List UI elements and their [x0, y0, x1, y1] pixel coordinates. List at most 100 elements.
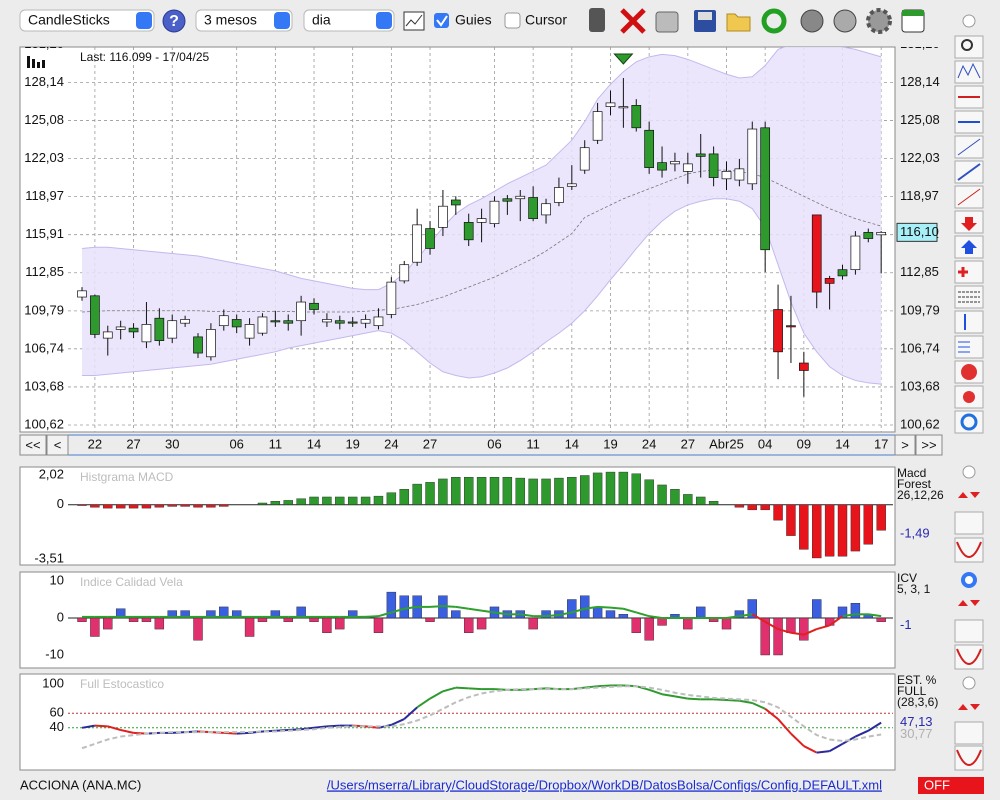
tool-button[interactable]: [954, 644, 984, 670]
y-tick-label: 131,20: [24, 36, 64, 51]
chart-icon[interactable]: [403, 11, 425, 31]
bar: [657, 484, 667, 505]
bar: [618, 614, 629, 619]
x-tick-label: 14: [565, 436, 579, 451]
tool-glyph: [961, 364, 977, 380]
tool-glyph: [957, 188, 981, 206]
bar: [141, 504, 152, 509]
open-icon[interactable]: [726, 13, 751, 32]
x-tick-label: 30: [165, 436, 179, 451]
zoom-glyph: [961, 39, 973, 51]
last-price: 116,10: [900, 224, 939, 239]
nav-button[interactable]: [894, 434, 916, 456]
indicator-line: [842, 613, 856, 618]
delete-icon[interactable]: [620, 8, 646, 34]
stochastic-k: [107, 725, 121, 731]
move-icon[interactable]: [958, 492, 980, 498]
trash-icon[interactable]: [589, 8, 605, 32]
bar: [206, 504, 216, 508]
bar: [876, 617, 886, 622]
indicator-line: [429, 605, 443, 608]
indicator-line: [816, 624, 830, 631]
plot-area: [68, 591, 893, 656]
x-tick-label: 14: [835, 436, 849, 451]
refresh-icon[interactable]: [761, 8, 787, 34]
print-icon[interactable]: [655, 11, 679, 33]
interval-value: dia: [312, 12, 331, 28]
panel-title: Indice Calidad Vela: [80, 575, 183, 589]
move-icon[interactable]: [958, 704, 980, 710]
plot-area: [68, 684, 893, 754]
radio-selected[interactable]: [961, 572, 977, 588]
bar: [283, 617, 293, 622]
nav-button[interactable]: [915, 434, 943, 456]
stochastic-k: [390, 718, 405, 726]
indicator-line: [584, 605, 598, 610]
nav-button[interactable]: [46, 434, 69, 456]
euro-icon[interactable]: [833, 9, 857, 33]
bar: [476, 617, 487, 630]
y-tick-label-right: 118,97: [900, 188, 939, 203]
bar: [837, 606, 848, 619]
bar: [231, 610, 242, 619]
bar: [824, 504, 835, 557]
y-tick-label-right: 103,68: [900, 378, 940, 393]
tool-button[interactable]: [954, 511, 984, 535]
bar: [876, 504, 886, 531]
chart-icon-line: [405, 14, 423, 27]
bar: [567, 477, 577, 505]
bar: [180, 504, 190, 507]
bar: [528, 478, 538, 505]
candle-body: [206, 329, 216, 358]
period-select[interactable]: [195, 9, 293, 32]
x-tick-label: 06: [487, 436, 501, 451]
candle-body: [373, 316, 384, 327]
bar: [206, 610, 216, 619]
candle-body: [708, 153, 719, 178]
tool-button[interactable]: [954, 721, 984, 745]
y-tick-label: 118,97: [25, 188, 64, 203]
tool-glyph: [958, 291, 980, 303]
bar: [296, 606, 306, 619]
indicator-line: [751, 613, 766, 623]
candle-body: [721, 170, 732, 180]
help-button[interactable]: [162, 9, 186, 33]
radio[interactable]: [962, 465, 976, 479]
cursor-checkbox[interactable]: [504, 12, 521, 29]
bar: [464, 617, 474, 634]
bar: [708, 501, 719, 505]
status-box[interactable]: [918, 777, 984, 794]
legend-icon: [37, 62, 40, 68]
radio[interactable]: [962, 676, 976, 690]
tool-button[interactable]: [954, 619, 984, 643]
radio[interactable]: [962, 14, 976, 28]
toolbar: CandleSticks ? 3 mesos dia Guies Cursor: [19, 8, 925, 34]
chart-type-select[interactable]: [19, 9, 155, 32]
tool-button[interactable]: [954, 745, 984, 771]
x-tick-label: 11: [269, 436, 283, 451]
guides-checkbox[interactable]: [434, 13, 449, 28]
bar: [760, 504, 770, 511]
settings-icon[interactable]: [866, 8, 892, 34]
zoom-button[interactable]: [954, 35, 984, 59]
bar: [399, 489, 409, 505]
nav-button[interactable]: [19, 434, 47, 456]
y-tick-label: 112,85: [25, 264, 64, 279]
bar: [193, 617, 203, 641]
tool-button[interactable]: [954, 260, 984, 284]
interval-select[interactable]: [303, 9, 395, 32]
candle-body: [837, 269, 848, 277]
panel-label: Forest: [897, 477, 932, 491]
move-icon[interactable]: [958, 600, 980, 606]
candle-body: [450, 199, 461, 206]
config-path[interactable]: /Users/mserra/Library/CloudStorage/Dropb…: [327, 777, 882, 792]
nav-label: >>: [921, 437, 936, 452]
tool-button[interactable]: [954, 537, 984, 563]
update-icon[interactable]: [800, 9, 824, 33]
bar: [812, 504, 822, 559]
tool-button[interactable]: [954, 310, 984, 334]
tool-button[interactable]: [954, 410, 984, 434]
tool-glyph: [961, 217, 977, 231]
bar: [115, 608, 126, 619]
